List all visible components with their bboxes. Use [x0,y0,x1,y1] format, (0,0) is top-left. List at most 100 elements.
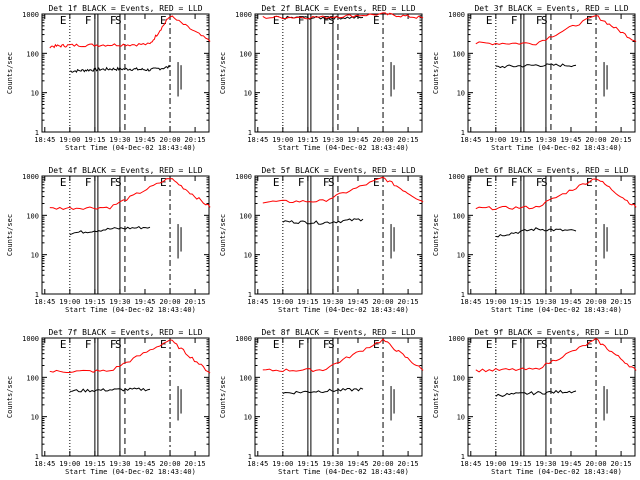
x-tick-label: 19:00 [272,136,293,144]
chart-panel-7f: Det 7f BLACK = Events, RED = LLD 1 10 100 10… [6,328,211,476]
y-tick-label: 1000 [235,335,252,343]
x-tick-label: 18:45 [460,136,481,144]
event-marker-label: E [273,14,280,27]
event-marker-label: F [110,14,117,27]
x-tick-label: 19:00 [272,460,293,468]
chart-panel-9f: Det 9f BLACK = Events, RED = LLD 1 10 100 10… [432,328,637,476]
chart-panel-6f: Det 6f BLACK = Events, RED = LLD 1 10 100 10… [432,166,637,314]
x-tick-label: 20:00 [372,460,393,468]
y-tick-label: 10 [457,90,465,98]
plot-frame [254,13,423,133]
plot-frame [467,337,636,457]
x-tick-label: 20:15 [398,298,419,306]
x-tick-label: 19:30 [535,298,556,306]
y-tick-label: 1000 [448,173,465,181]
x-tick-label: 19:30 [109,460,130,468]
event-marker-label: F [511,176,518,189]
x-tick-label: 20:00 [585,136,606,144]
y-axis-label: Counts/sec [6,376,14,418]
x-axis-label: Start Time (04-Dec-02 18:43:40) [278,306,409,314]
x-tick-label: 19:30 [109,136,130,144]
y-tick-label: 10 [244,252,252,260]
plot-frame [467,13,636,133]
event-marker-label: E [60,14,67,27]
y-tick-label: 100 [239,50,252,58]
y-tick-label: 100 [26,212,39,220]
x-axis-label: Start Time (04-Dec-02 18:43:40) [278,468,409,476]
event-marker-label: S [115,338,122,351]
x-tick-label: 20:00 [372,298,393,306]
series-line-lld [49,15,211,49]
series-line-lld [262,12,424,20]
x-axis-label: Start Time (04-Dec-02 18:43:40) [278,144,409,152]
plot-frame [41,175,210,295]
chart-panel-2f: Det 2f BLACK = Events, RED = LLD 1 10 100 10… [219,4,424,152]
event-marker-label: F [110,176,117,189]
event-marker-label: F [536,338,543,351]
event-marker-label: S [115,176,122,189]
x-tick-label: 18:45 [460,298,481,306]
y-tick-label: 1000 [448,335,465,343]
y-tick-label: 10 [457,252,465,260]
x-axis-label: Start Time (04-Dec-02 18:43:40) [65,144,196,152]
series-line-lld [475,338,637,373]
y-tick-label: 10 [31,90,39,98]
event-marker-label: F [511,338,518,351]
y-tick-label: 1000 [22,173,39,181]
x-tick-label: 19:30 [322,136,343,144]
event-marker-label: E [486,14,493,27]
x-tick-label: 19:00 [59,136,80,144]
event-marker-label: E [373,338,380,351]
chart-panel-1f: Det 1f BLACK = Events, RED = LLD 1 10 100 10… [6,4,211,152]
event-marker-label: F [298,338,305,351]
x-tick-label: 19:15 [297,136,318,144]
event-marker-label: F [298,14,305,27]
x-tick-label: 18:45 [247,298,268,306]
event-marker-label: F [323,14,330,27]
series-line-lld [475,15,637,46]
x-tick-label: 18:45 [34,298,55,306]
x-tick-label: 19:45 [134,136,155,144]
y-tick-label: 100 [239,212,252,220]
x-tick-label: 19:00 [485,298,506,306]
y-tick-label: 1 [461,291,465,299]
event-marker-label: E [60,176,67,189]
x-tick-label: 19:30 [535,136,556,144]
x-tick-label: 19:45 [347,136,368,144]
x-tick-label: 20:15 [611,460,632,468]
y-tick-label: 1000 [22,335,39,343]
y-tick-label: 10 [31,414,39,422]
y-tick-label: 1000 [448,11,465,19]
y-tick-label: 1 [248,453,252,461]
y-axis-label: Counts/sec [6,214,14,256]
x-tick-label: 20:00 [159,298,180,306]
event-marker-label: F [85,14,92,27]
x-tick-label: 19:45 [560,136,581,144]
x-tick-label: 19:30 [535,460,556,468]
x-tick-label: 19:45 [560,460,581,468]
panel-title: Det 1f BLACK = Events, RED = LLD [48,4,202,13]
plot-frame [254,175,423,295]
y-axis-label: Counts/sec [219,214,227,256]
series-line-events [69,225,151,236]
series-line-events [69,387,151,393]
x-tick-label: 18:45 [460,460,481,468]
series-line-lld [49,178,211,210]
event-marker-label: F [536,176,543,189]
x-tick-label: 20:15 [185,136,206,144]
panel-title: Det 4f BLACK = Events, RED = LLD [48,166,202,175]
event-marker-label: S [541,14,548,27]
event-marker-label: F [323,338,330,351]
chart-panel-5f: Det 5f BLACK = Events, RED = LLD 1 10 100 10… [219,166,424,314]
panel-title: Det 5f BLACK = Events, RED = LLD [261,166,415,175]
y-axis-label: Counts/sec [219,52,227,94]
x-tick-label: 20:15 [185,460,206,468]
x-tick-label: 19:00 [272,298,293,306]
panel-title: Det 9f BLACK = Events, RED = LLD [474,328,628,337]
y-tick-label: 1 [35,129,39,137]
event-marker-label: S [115,14,122,27]
event-marker-label: E [273,176,280,189]
x-tick-label: 19:30 [322,298,343,306]
y-tick-label: 1000 [235,11,252,19]
x-tick-label: 19:15 [510,298,531,306]
